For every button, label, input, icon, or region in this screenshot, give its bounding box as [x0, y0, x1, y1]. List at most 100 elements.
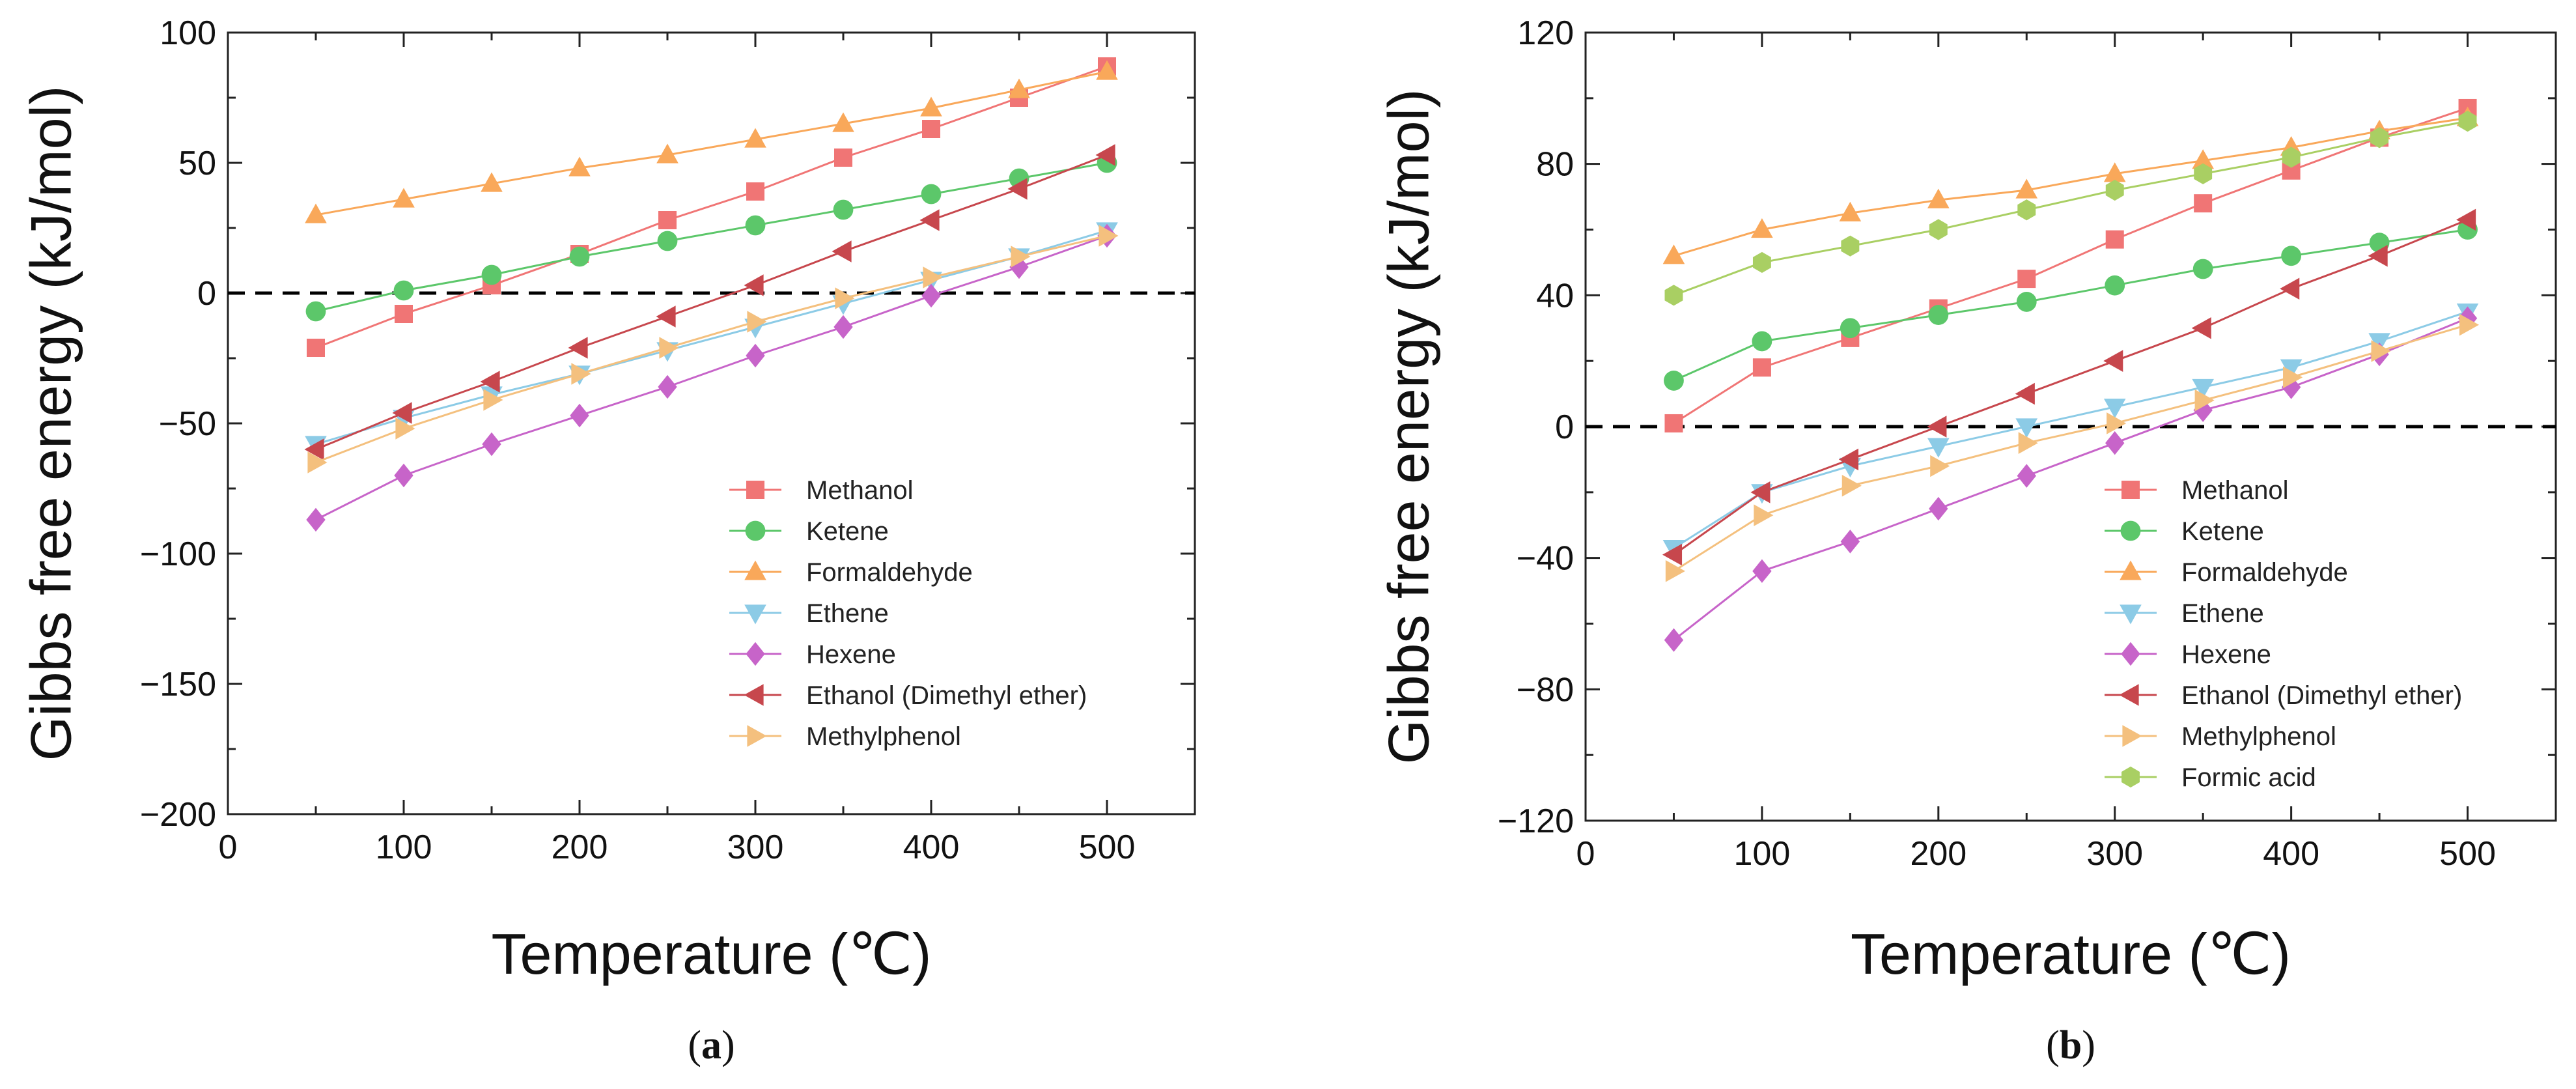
legend-label: Formaldehyde	[2181, 558, 2348, 587]
series-b-2	[1662, 106, 2479, 264]
data-point	[1752, 331, 1772, 352]
data-point	[1841, 235, 1860, 257]
series-line	[315, 234, 1108, 521]
legend-marker	[747, 725, 767, 747]
data-point	[1750, 481, 1771, 503]
data-point	[2192, 149, 2214, 169]
legend-a: Methanol Ketene Formaldehyde Ethene Hexene Et…	[729, 476, 1087, 751]
data-point	[745, 215, 766, 236]
data-point	[659, 337, 679, 359]
y-tick-label-a: 100	[160, 14, 216, 52]
data-point	[1664, 371, 1684, 391]
series-b-4	[1664, 306, 2478, 652]
y-tick-label-a: −50	[159, 405, 216, 443]
series-a-1	[305, 152, 1117, 322]
data-point	[392, 402, 412, 424]
data-point	[2282, 147, 2301, 168]
data-point	[2103, 162, 2126, 182]
series-a-6	[307, 225, 1119, 474]
legend-marker	[2121, 766, 2140, 788]
data-point	[1927, 188, 1950, 208]
x-tick-label-b: 200	[1910, 835, 1967, 873]
data-point	[1838, 448, 1858, 471]
data-point	[481, 172, 503, 192]
legend-label: Ethene	[806, 599, 889, 628]
data-point	[2018, 432, 2038, 455]
legend-marker	[744, 684, 764, 706]
legend-item: Ethene	[729, 599, 889, 628]
series-line	[315, 162, 1108, 313]
data-point	[2456, 208, 2476, 231]
y-tick-label-b: 0	[1555, 408, 1574, 446]
legend-label: Ketene	[806, 517, 889, 546]
legend-marker	[2120, 560, 2142, 580]
legend-item: Ethanol (Dimethyl ether)	[729, 681, 1087, 710]
data-point	[832, 112, 854, 132]
legend-marker	[2120, 520, 2141, 541]
data-point	[2371, 340, 2391, 362]
x-tick-label-b: 400	[2263, 835, 2319, 873]
data-point	[747, 311, 767, 333]
legend-label: Ethanol (Dimethyl ether)	[806, 681, 1087, 710]
data-point	[2191, 317, 2211, 339]
data-point	[1927, 416, 1947, 438]
data-point	[304, 438, 324, 460]
data-point	[746, 182, 764, 201]
legend-label: Methanol	[806, 476, 914, 505]
data-point	[393, 280, 414, 301]
data-point	[835, 287, 855, 309]
legend-label: Methylphenol	[806, 722, 961, 751]
y-axis-title-b: Gibbs free energy (kJ/mol)	[1376, 89, 1440, 765]
series-b-3	[1662, 303, 2479, 560]
data-point	[1751, 218, 1773, 238]
legend-item: Formaldehyde	[729, 558, 973, 587]
data-point	[746, 343, 765, 368]
x-tick-label-a: 400	[903, 828, 960, 866]
series-b-1	[1664, 219, 2478, 391]
series-line	[315, 70, 1108, 216]
legend-item: Ketene	[729, 517, 889, 546]
data-point	[2105, 230, 2124, 249]
data-point	[921, 184, 942, 205]
y-tick-label-b: 40	[1536, 277, 1574, 315]
data-point	[658, 211, 677, 229]
legend-item: Methylphenol	[729, 722, 961, 751]
data-point	[1927, 438, 1950, 458]
data-point	[1095, 144, 1115, 166]
legend-item: Methylphenol	[2105, 722, 2336, 751]
data-point	[2017, 270, 2036, 289]
data-point	[395, 417, 415, 440]
data-point	[1752, 559, 1772, 584]
series-line	[1673, 311, 2469, 549]
data-point	[832, 240, 852, 262]
data-point	[1840, 318, 1860, 339]
data-point	[1929, 219, 1948, 240]
data-point	[2457, 306, 2478, 330]
series-line	[315, 229, 1108, 446]
data-point	[2281, 246, 2302, 266]
data-point	[480, 371, 500, 393]
panel-label-b: (b)	[2046, 1023, 2095, 1068]
data-point	[2107, 412, 2127, 434]
legend-item: Methanol	[2105, 476, 2289, 505]
data-point	[1665, 560, 1685, 582]
y-tick-label-b: −80	[1517, 671, 1574, 709]
legend-marker	[2121, 481, 2140, 499]
data-point	[658, 375, 677, 399]
data-point	[834, 148, 852, 167]
series-a-5	[304, 144, 1115, 460]
data-point	[570, 403, 589, 428]
x-axis-title-b: Temperature (℃)	[1851, 922, 2291, 986]
legend-label: Hexene	[2181, 640, 2271, 669]
series-a-2	[305, 60, 1118, 223]
legend-marker	[746, 642, 765, 666]
data-point	[1841, 474, 1862, 497]
data-point	[744, 274, 764, 296]
y-tick-label-b: 80	[1536, 146, 1574, 184]
data-point	[482, 432, 501, 457]
y-tick-label-b: 120	[1517, 14, 1574, 52]
x-tick-label-a: 500	[1079, 828, 1136, 866]
y-tick-label-b: −40	[1517, 540, 1574, 578]
data-point	[2194, 194, 2213, 213]
